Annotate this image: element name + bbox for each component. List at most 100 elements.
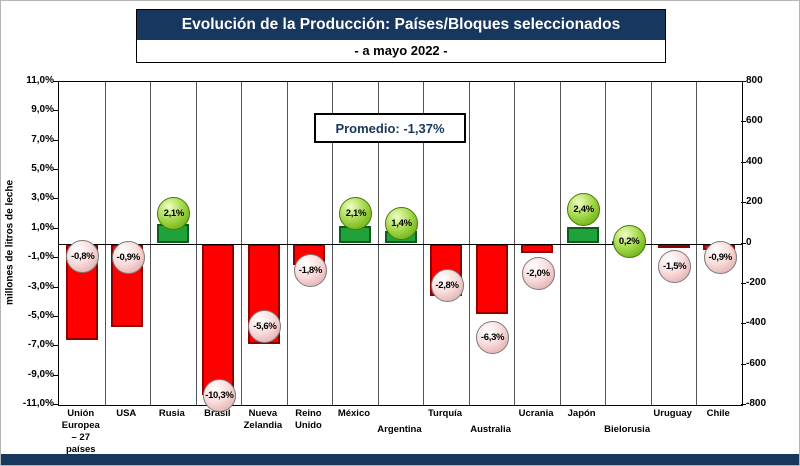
y-axis-tick-mark: [53, 257, 58, 259]
right-axis-tick-mark: [741, 282, 746, 284]
percent-ball: -6,3%: [476, 320, 510, 354]
y-axis-tick-label: 1,0%: [31, 221, 54, 233]
y-axis-tick-mark: [53, 139, 58, 141]
x-axis-label-line: Chile: [706, 408, 730, 419]
y-axis-tick-label: -5,0%: [27, 309, 54, 321]
x-axis-label-line: países: [65, 444, 96, 455]
y-axis-tick-label: 9,0%: [31, 104, 54, 116]
right-axis-tick-mark: [741, 242, 746, 244]
x-axis-label-line: USA: [116, 408, 137, 419]
x-axis-label-line: Uruguay: [653, 408, 692, 419]
x-axis-label-line: Rusia: [158, 408, 185, 419]
right-axis-tick-mark: [741, 81, 746, 82]
y-axis-tick-mark: [53, 110, 58, 112]
x-axis-label-line: Japón: [567, 408, 596, 419]
x-axis-category-label: Brasil: [190, 408, 246, 420]
y-axis-tick-label: 7,0%: [31, 133, 54, 145]
right-axis-tick-label: -400: [746, 317, 767, 329]
x-axis-category-label: USA: [99, 408, 155, 420]
percent-ball: -0,8%: [66, 239, 100, 273]
production-bar: [202, 243, 235, 395]
right-axis-tick-label: -800: [746, 398, 767, 409]
production-bar: [475, 243, 508, 315]
y-axis-tick-mark: [53, 286, 58, 288]
x-axis-label-line: Zelandia: [243, 420, 283, 431]
x-axis-category-label: Ucrania: [508, 408, 564, 420]
percent-ball: 0,2%: [612, 225, 646, 259]
percent-ball: -2,0%: [521, 257, 555, 291]
right-axis-tick-mark: [741, 404, 746, 405]
x-axis-category-label: Bielorusia: [599, 424, 655, 436]
x-axis-label-line: Unido: [294, 420, 322, 431]
percent-ball: 1,4%: [385, 207, 418, 241]
x-axis-category-label: Unión Europea – 27 países: [53, 408, 109, 456]
x-axis-label-line: Turquía: [427, 408, 463, 419]
y-axis-tick-mark: [53, 198, 58, 200]
y-axis-tick-label: -7,0%: [27, 339, 54, 351]
right-axis-tick-label: 600: [746, 115, 763, 127]
y-axis-label: millones de litros de leche: [4, 179, 16, 306]
right-axis-tick-label: 0: [746, 236, 752, 248]
x-axis-label-line: Argentina: [377, 424, 422, 435]
chart-header: Evolución de la Producción: Países/Bloqu…: [136, 9, 666, 63]
zero-line: [59, 243, 742, 245]
y-axis-tick-mark: [53, 81, 58, 82]
bottom-strip: [1, 454, 799, 465]
x-axis-category-label: Reino Unido: [281, 408, 337, 432]
x-axis-category-label: Uruguay: [645, 408, 701, 420]
percent-ball: -0,9%: [111, 241, 145, 275]
percent-ball: -10,3%: [202, 379, 236, 413]
right-axis-tick-label: 400: [746, 155, 763, 167]
right-axis-tick-label: -200: [746, 276, 767, 288]
x-axis-category-label: Japón: [554, 408, 610, 420]
x-axis-label-line: Ucrania: [518, 408, 554, 419]
y-axis-tick-label: -9,0%: [27, 368, 54, 380]
right-axis-tick-mark: [741, 121, 746, 123]
x-axis-label-line: México: [337, 408, 371, 419]
right-axis-tick-label: -600: [746, 357, 767, 369]
right-axis-tick-label: 800: [746, 75, 763, 86]
x-axis-category-label: Nueva Zelandia: [235, 408, 291, 432]
x-axis-label-line: Reino: [295, 408, 322, 419]
percent-ball: -2,8%: [430, 269, 464, 303]
percent-ball: -1,8%: [293, 254, 327, 288]
x-axis-category-label: México: [326, 408, 382, 420]
x-axis-category-label: Chile: [690, 408, 746, 420]
x-axis-label-line: – 27: [71, 432, 91, 443]
percent-ball: -5,6%: [248, 310, 282, 344]
y-axis-tick-label: -3,0%: [27, 280, 54, 292]
percent-ball: -1,5%: [658, 250, 692, 284]
chart-title: Evolución de la Producción: Países/Bloqu…: [137, 10, 665, 40]
y-axis-tick-mark: [53, 227, 58, 229]
x-axis-category-label: Turquía: [417, 408, 473, 420]
y-axis-tick-mark: [53, 315, 58, 317]
right-axis-tick-mark: [741, 363, 746, 365]
x-axis-label-line: Brasil: [204, 408, 231, 419]
x-axis-label-line: Australia: [470, 424, 511, 435]
y-axis-tick-label: 5,0%: [31, 163, 54, 175]
x-axis-labels: Unión Europea – 27 países USA Rusia Brasil Nuev…: [58, 407, 741, 457]
y-axis-tick-mark: [53, 169, 58, 171]
average-annotation: Promedio: -1,37%: [314, 113, 466, 143]
y-axis-tick-label: -1,0%: [27, 251, 54, 263]
x-axis-label-line: Unión: [67, 408, 95, 419]
percent-ball: 2,1%: [339, 197, 373, 231]
plot-area: Promedio: -1,37% -0,8% -0,9% 2,1% -10,3% -5,…: [58, 81, 743, 413]
right-axis-tick-label: 200: [746, 196, 763, 208]
production-bar: [521, 243, 554, 253]
percent-ball: 2,1%: [157, 197, 191, 231]
right-axis-tick-mark: [741, 323, 746, 325]
x-axis-label-line: Bielorusia: [604, 424, 651, 435]
y-axis-tick-label: 11,0%: [26, 75, 54, 86]
percent-ball: 2,4%: [567, 192, 601, 226]
y-axis-tick-mark: [53, 404, 58, 405]
y-axis-tick-mark: [53, 374, 58, 376]
x-axis-category-label: Rusia: [144, 408, 200, 420]
chart-subtitle: - a mayo 2022 -: [137, 40, 665, 62]
x-axis-label-line: Nueva: [248, 408, 278, 419]
production-bar: [566, 227, 599, 244]
right-axis-tick-mark: [741, 161, 746, 163]
x-axis-category-label: Argentina: [372, 424, 428, 436]
production-bar: [657, 243, 690, 248]
